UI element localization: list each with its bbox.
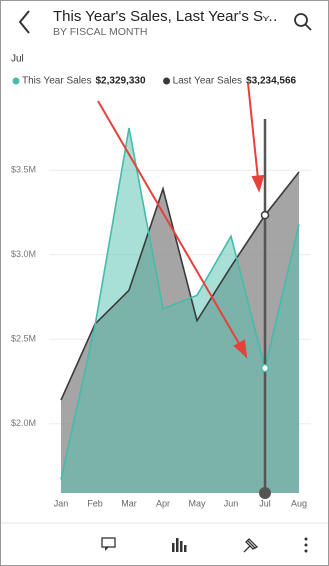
y-tick-label: $2.0M	[11, 418, 36, 428]
legend-label: This Year Sales	[22, 76, 92, 87]
y-tick-label: $2.5M	[11, 334, 36, 344]
legend-marker	[12, 77, 20, 85]
area	[61, 128, 299, 493]
point-marker	[260, 210, 270, 220]
legend-marker	[163, 77, 171, 85]
x-tick-label: Jun	[224, 498, 239, 508]
line	[60, 127, 300, 480]
annotation-arrows	[97, 82, 265, 359]
y-tick-label: $3.5M	[11, 165, 36, 175]
y-tick-label: $3.0M	[11, 249, 36, 259]
x-tick-label: Mar	[121, 498, 137, 508]
legend-label: Last Year Sales	[173, 76, 243, 87]
subtitle: BY FISCAL MONTH	[53, 26, 148, 38]
point-marker	[260, 363, 270, 373]
selected-category: Jul	[11, 54, 24, 65]
x-tick-label: Jul	[259, 498, 271, 508]
x-tick-label: Jan	[54, 498, 69, 508]
legend-value: $2,329,330	[96, 76, 146, 87]
x-tick-label: Feb	[87, 498, 103, 508]
line	[60, 171, 300, 401]
title-dropdown[interactable]	[262, 15, 270, 20]
selection-handle	[259, 487, 271, 499]
legend-value: $3,234,566	[246, 76, 296, 87]
x-tick-label: May	[188, 498, 206, 508]
x-tick-label: Apr	[156, 498, 170, 508]
pin-button[interactable]	[243, 538, 259, 553]
title: This Year's Sales, Last Year's S…	[53, 8, 278, 25]
x-tick-label: Aug	[291, 498, 307, 508]
comment-button[interactable]	[101, 537, 116, 551]
search-button[interactable]	[294, 13, 312, 31]
visual-button[interactable]	[172, 538, 187, 552]
back-button[interactable]	[18, 10, 30, 34]
more-button[interactable]	[304, 537, 308, 553]
